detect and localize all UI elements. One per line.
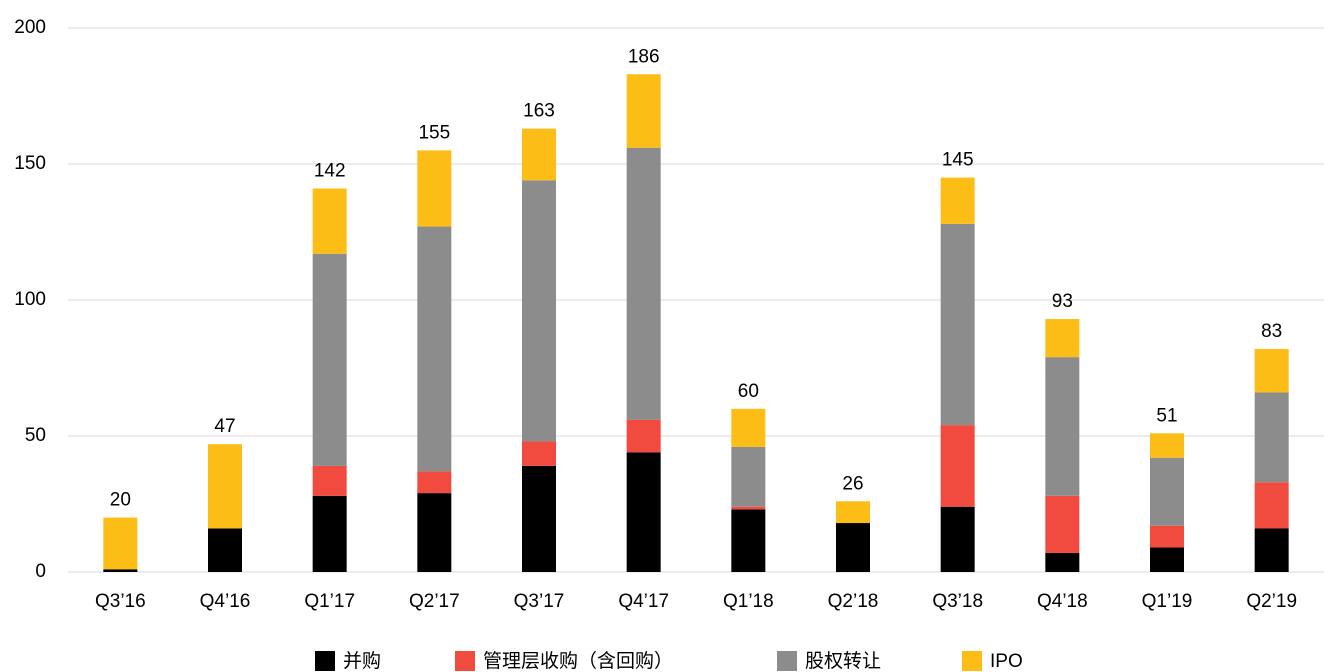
bar-segment [312, 188, 347, 254]
bar-segment [940, 177, 975, 224]
bar-segment [731, 408, 766, 447]
bar-segment [312, 465, 347, 496]
bar-segment [940, 425, 975, 507]
bar-segment [731, 509, 766, 572]
x-tick-label: Q3’16 [95, 591, 146, 612]
bar-segment [208, 528, 242, 572]
x-tick-label: Q1’19 [1142, 591, 1193, 612]
legend-swatch [455, 651, 475, 671]
bar-segment [836, 501, 870, 524]
bar-segment [1254, 482, 1289, 529]
bar-segment [731, 446, 766, 507]
x-tick-label: Q3’17 [514, 591, 565, 612]
x-tick-label: Q4’17 [618, 591, 669, 612]
bar-segment [1254, 528, 1289, 572]
total-label: 26 [842, 473, 863, 494]
bar-segment [417, 226, 452, 472]
total-label: 93 [1052, 291, 1073, 312]
bar-segment [103, 569, 138, 572]
total-label: 163 [523, 101, 555, 122]
bar-segment [940, 506, 975, 572]
legend-label: IPO [990, 651, 1023, 672]
x-tick-label: Q1’17 [304, 591, 355, 612]
bar-segment [208, 444, 242, 529]
bar-segment [1045, 552, 1080, 572]
bar-segment [312, 495, 347, 572]
bar-segment [731, 506, 766, 510]
bar-segment [1150, 457, 1184, 526]
bar-segment [522, 465, 556, 572]
bar-segment [417, 471, 452, 494]
x-tick-label: Q2’18 [828, 591, 879, 612]
legend-label: 管理层收购（含回购） [483, 650, 673, 672]
bar-segment [940, 223, 975, 426]
y-tick-label: 50 [25, 425, 46, 446]
x-tick-label: Q4’18 [1037, 591, 1088, 612]
bar-segment [626, 419, 661, 453]
bar-segment [1254, 348, 1289, 393]
bar-segment [626, 74, 661, 148]
total-label: 83 [1261, 321, 1282, 342]
total-label: 60 [738, 381, 759, 402]
y-tick-label: 100 [14, 289, 46, 310]
legend-swatch [777, 651, 797, 671]
y-tick-label: 200 [14, 17, 46, 38]
x-tick-label: Q3’18 [932, 591, 983, 612]
bar-segment [312, 253, 347, 466]
x-tick-label: Q2’17 [409, 591, 460, 612]
bar-segment [1045, 495, 1080, 553]
bar-segment [1045, 357, 1080, 496]
total-label: 145 [942, 150, 974, 171]
bar-segment [1150, 525, 1184, 548]
legend-swatch [315, 651, 335, 671]
legend-label: 并购 [343, 650, 381, 672]
bar-segment [1150, 547, 1184, 572]
y-tick-label: 0 [35, 561, 46, 582]
total-label: 51 [1156, 405, 1177, 426]
total-label: 186 [628, 46, 660, 67]
bar-segment [417, 493, 452, 572]
bar-segment [626, 147, 661, 420]
bar-segment [1150, 433, 1184, 458]
bar-segment [522, 180, 556, 442]
bar-segment [417, 150, 452, 227]
bar-segment [522, 128, 556, 181]
bar-segment [836, 523, 870, 572]
total-label: 47 [214, 416, 235, 437]
bar-segment [626, 452, 661, 572]
x-tick-label: Q2’19 [1246, 591, 1297, 612]
y-tick-label: 150 [14, 153, 46, 174]
total-label: 20 [110, 490, 131, 511]
legend-label: 股权转让 [805, 650, 881, 672]
total-label: 155 [418, 122, 450, 143]
bar-segment [522, 441, 556, 466]
bar-segment [1254, 392, 1289, 483]
x-tick-label: Q4’16 [200, 591, 251, 612]
bar-segment [103, 517, 138, 570]
total-label: 142 [314, 160, 346, 181]
x-tick-label: Q1’18 [723, 591, 774, 612]
bar-segment [1045, 319, 1080, 358]
legend-swatch [962, 651, 982, 671]
